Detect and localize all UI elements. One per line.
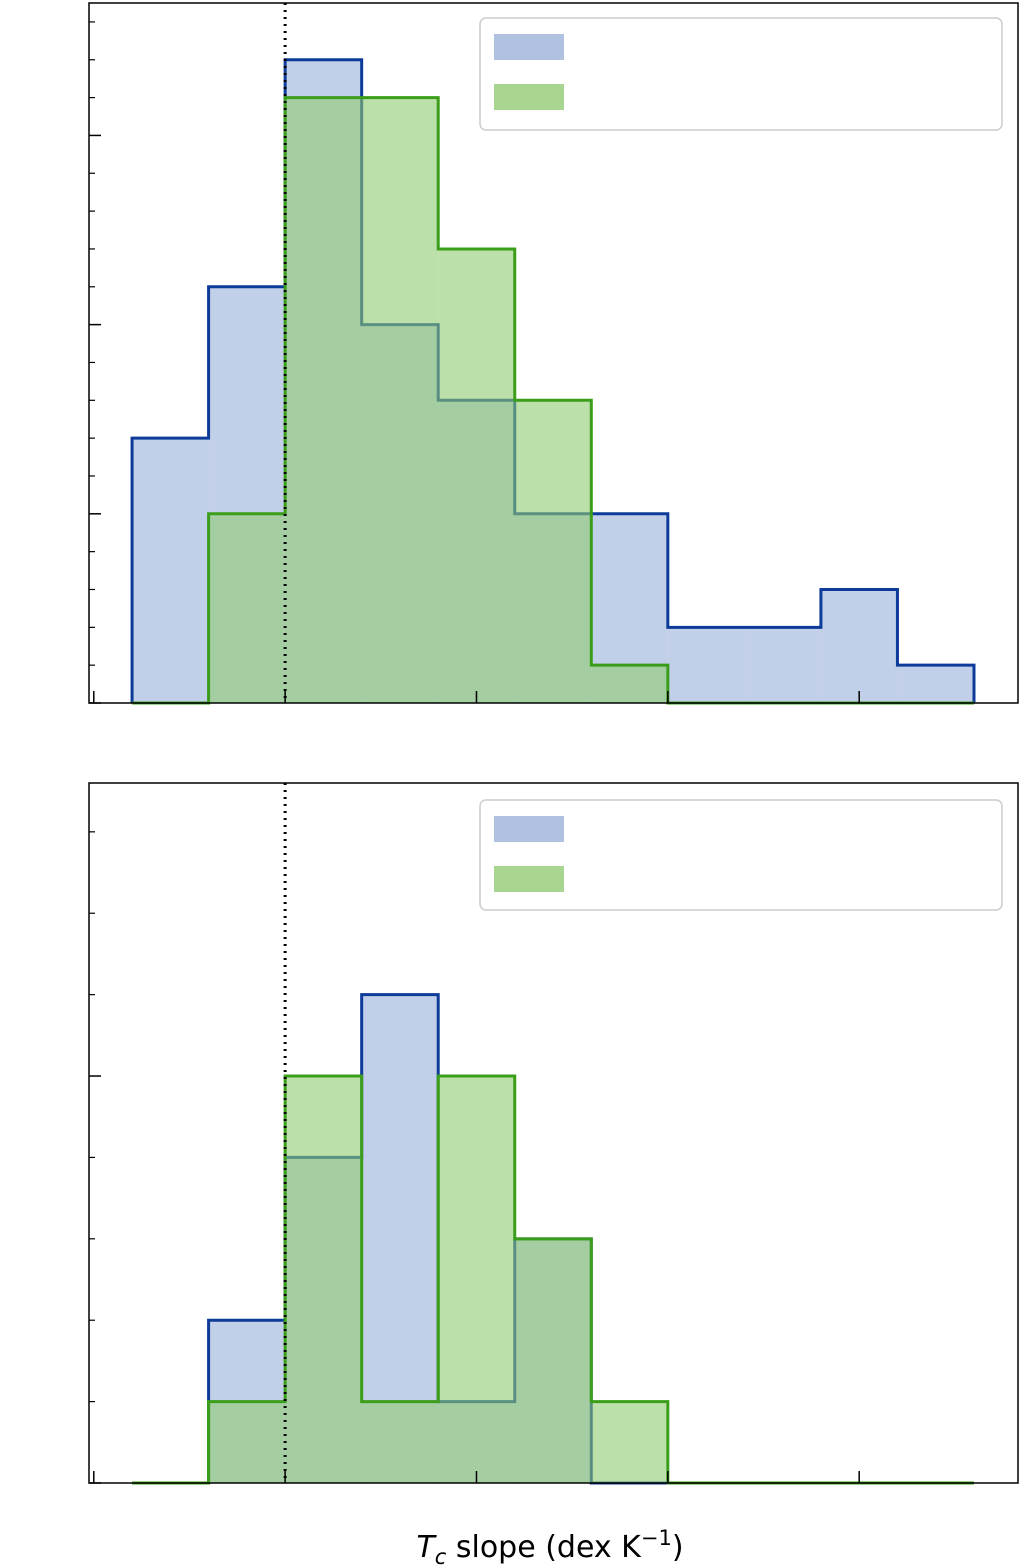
legend-swatch-after xyxy=(494,866,564,892)
x-axis-label: Tc slope (dex K−1) xyxy=(416,1526,683,1566)
xlabel-subscript: c xyxy=(435,1545,447,1566)
xlabel-symbol: T xyxy=(416,1530,437,1565)
legend-swatch-before xyxy=(494,34,564,60)
histogram-bar xyxy=(514,400,592,703)
histogram-bar xyxy=(285,1076,362,1483)
axes-frame xyxy=(88,782,1019,1484)
legend-box xyxy=(479,17,1003,131)
histogram-bar xyxy=(591,1401,668,1483)
histogram-bar xyxy=(667,627,745,703)
histogram-bar xyxy=(132,438,209,703)
series-after-gce xyxy=(132,96,974,705)
histogram-bar xyxy=(285,97,362,703)
series-after-gce xyxy=(132,1074,974,1485)
xlabel-close: ) xyxy=(672,1530,684,1565)
xlabel-text: slope (dex K xyxy=(446,1530,642,1565)
panel-all-stars xyxy=(88,2,1019,705)
legend-swatch-before xyxy=(494,816,564,842)
histogram-bar xyxy=(514,1238,592,1483)
histogram-bar xyxy=(208,1401,286,1483)
legend-box xyxy=(479,799,1003,911)
histogram-bar xyxy=(744,627,821,703)
histogram-bar xyxy=(438,248,515,703)
legend xyxy=(479,799,1003,911)
axes-frame xyxy=(88,2,1019,704)
histogram-bar xyxy=(820,589,898,703)
histogram-bar xyxy=(591,665,668,703)
xlabel-superscript: −1 xyxy=(641,1526,672,1550)
legend-swatch-after xyxy=(494,84,564,110)
histogram-bar xyxy=(361,97,439,703)
histogram-bar xyxy=(208,513,286,703)
panel-solar-age xyxy=(88,782,1019,1485)
histogram-bar xyxy=(897,665,974,703)
legend xyxy=(479,17,1003,131)
histogram-bar xyxy=(361,1401,439,1483)
histogram-bar xyxy=(438,1076,515,1483)
